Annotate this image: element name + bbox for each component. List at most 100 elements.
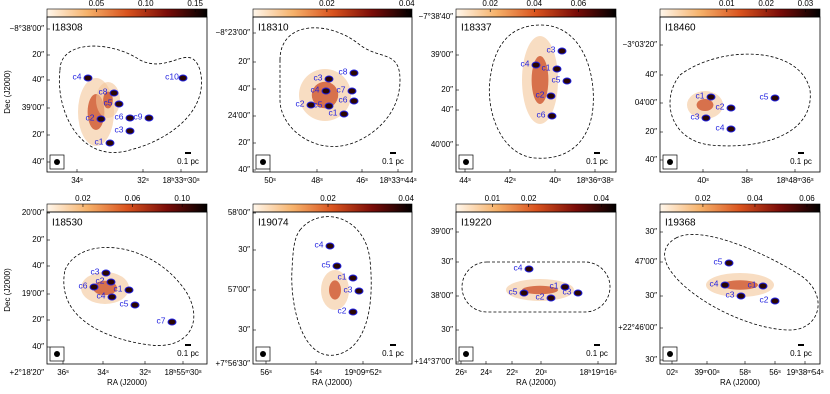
colorbar-tick-label: 0.06 xyxy=(125,194,141,203)
beam-box xyxy=(458,346,474,362)
core xyxy=(347,87,357,95)
scale-label: 0.1 pc xyxy=(586,157,608,166)
x-tick-label: 58ˢ xyxy=(739,368,751,377)
colorbar-tick-label: 0.02 xyxy=(482,0,498,8)
ra-label: RA (J2000) xyxy=(312,378,352,387)
x-tick-label: 20ˢ xyxy=(535,368,547,377)
core-label: c9 xyxy=(134,111,143,121)
core xyxy=(324,75,334,83)
core xyxy=(701,114,711,122)
core-label: c10 xyxy=(165,71,179,81)
core-label: c3 xyxy=(91,266,100,276)
scale-label: 0.1 pc xyxy=(177,349,199,358)
core-label: c1 xyxy=(748,279,757,289)
panel-name: I18308 xyxy=(52,23,83,34)
x-tick-label: 40ˢ xyxy=(549,176,561,185)
scale-label: 0.1 pc xyxy=(382,349,404,358)
y-tick-label: 30″ xyxy=(441,325,453,334)
beam-box xyxy=(49,154,65,170)
x-tick-label: 19ʰ09ᵐ52ˢ xyxy=(344,368,381,377)
y-tick-label: 20″ xyxy=(32,315,44,324)
core-label: c1 xyxy=(338,271,347,281)
core-label: c8 xyxy=(339,66,348,76)
colorbar xyxy=(46,8,208,18)
core-label: c6 xyxy=(537,109,546,119)
core-label: c5 xyxy=(552,74,561,84)
ra-label: RA (J2000) xyxy=(107,378,147,387)
y-tick-label: 40″ xyxy=(32,261,44,270)
x-tick-label: 50ˢ xyxy=(264,176,276,185)
colorbar-tick-label: 0.02 xyxy=(319,0,335,8)
core-label: c5 xyxy=(120,298,129,308)
x-tick-label: 19ʰ38ᵐ54ˢ xyxy=(786,368,823,377)
core xyxy=(546,294,556,302)
y-tick-label: +14°37′00″ xyxy=(414,357,453,366)
scale-label: 0.1 pc xyxy=(790,157,812,166)
core-label: c2 xyxy=(536,291,545,301)
panel-frame xyxy=(659,16,821,173)
y-tick-label: −7°38′40″ xyxy=(419,12,454,21)
core xyxy=(349,69,359,77)
core-label: c1 xyxy=(550,280,559,290)
panel-frame xyxy=(455,211,617,365)
x-tick-label: 40ˢ xyxy=(697,176,709,185)
core-label: c3 xyxy=(547,44,556,54)
colorbar-tick-label: 0.04 xyxy=(398,194,414,203)
panel-name: I19220 xyxy=(461,218,492,229)
core-label: c3 xyxy=(691,111,700,121)
colorbar xyxy=(659,203,821,213)
panel-name: I18337 xyxy=(461,23,492,34)
core xyxy=(770,94,780,102)
core-label: c2 xyxy=(338,305,347,315)
x-tick-label: 18ʰ33ᵐ30ˢ xyxy=(162,176,199,185)
core-label: c6 xyxy=(339,94,348,104)
panel-frame xyxy=(252,16,413,173)
core xyxy=(114,100,124,108)
core-label: c3 xyxy=(314,72,323,82)
emission xyxy=(522,285,558,295)
panel-name: I18460 xyxy=(665,23,696,34)
beam-box xyxy=(255,154,271,170)
core xyxy=(83,74,93,82)
y-tick-label: 39′00″ xyxy=(431,50,453,59)
y-tick-label: 30″ xyxy=(238,325,250,334)
core-label: c2 xyxy=(760,294,769,304)
x-tick-label: 24ˢ xyxy=(480,368,492,377)
y-tick-label: 58′00″ xyxy=(228,208,250,217)
core-label: c2 xyxy=(296,98,305,108)
emission xyxy=(696,99,714,111)
core-label: c2 xyxy=(86,112,95,122)
y-tick-label: 40″ xyxy=(32,157,44,166)
core-label: c7 xyxy=(337,84,346,94)
x-tick-label: 22ˢ xyxy=(506,368,518,377)
y-tick-label: 20′00″ xyxy=(22,208,44,217)
beam-box xyxy=(255,346,271,362)
core-label: c1 xyxy=(95,136,104,146)
colorbar-tick-label: 0.04 xyxy=(399,0,415,8)
emission xyxy=(722,280,758,290)
ra-label: RA (J2000) xyxy=(516,378,556,387)
core xyxy=(720,281,730,289)
scale-label: 0.1 pc xyxy=(586,349,608,358)
y-tick-label: 40″ xyxy=(645,70,657,79)
core xyxy=(770,297,780,305)
colorbar-tick-label: 0.03 xyxy=(798,0,814,8)
core-label: c8 xyxy=(99,86,108,96)
y-tick-label: 30″ xyxy=(645,355,657,364)
colorbar xyxy=(455,8,617,18)
core xyxy=(306,101,316,109)
y-tick-label: 40″ xyxy=(32,75,44,84)
core-label: c3 xyxy=(726,289,735,299)
core xyxy=(573,289,583,297)
field-outline xyxy=(461,261,611,313)
core-label: c5 xyxy=(104,97,113,107)
y-tick-label: 30″ xyxy=(645,227,657,236)
panel-frame xyxy=(252,211,413,365)
beam xyxy=(54,351,60,357)
core xyxy=(524,265,534,273)
y-tick-label: 47′00″ xyxy=(635,257,657,266)
x-tick-label: 44ˢ xyxy=(459,176,471,185)
emission xyxy=(311,81,339,109)
scale-label: 0.1 pc xyxy=(382,157,404,166)
core xyxy=(124,286,134,294)
